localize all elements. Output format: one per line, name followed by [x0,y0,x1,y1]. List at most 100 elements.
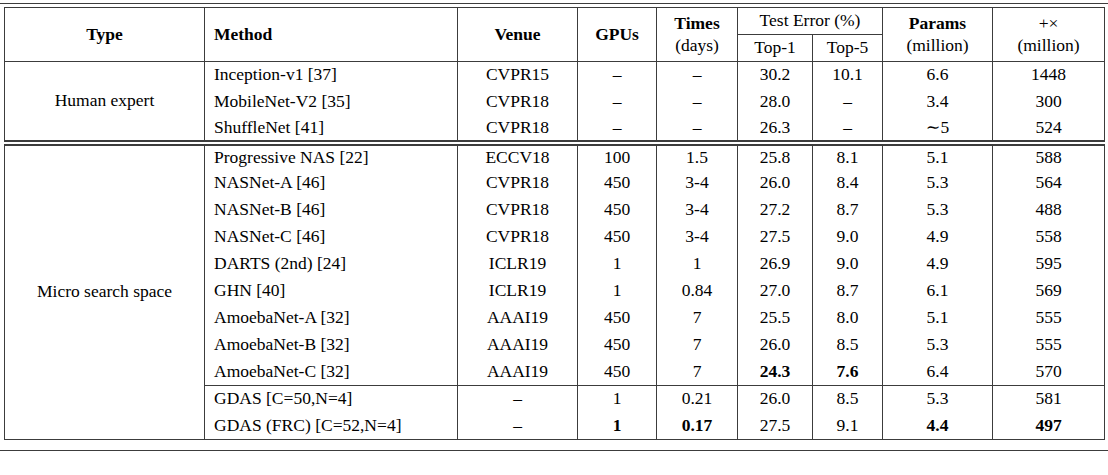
madds-cell: 1448 [993,62,1105,89]
times-cell: – [657,62,738,89]
top5-cell: 8.7 [813,278,883,305]
method-cell: Inception-v1 [37] [205,62,458,89]
params-cell: 4.4 [883,413,993,440]
top5-cell: 8.7 [813,197,883,224]
paper-table-figure: Type Method Venue GPUs Times(days) Test … [0,0,1108,475]
venue-cell: AAAI19 [458,305,578,332]
params-cell: 4.9 [883,251,993,278]
times-cell: 1.5 [657,143,738,170]
section-type-cell: Micro search space [5,143,205,440]
method-cell: NASNet-C [46] [205,224,458,251]
gpus-cell: – [578,116,657,143]
times-cell: 7 [657,332,738,359]
top1-cell: 30.2 [738,62,813,89]
times-cell: 3-4 [657,197,738,224]
times-cell: 0.17 [657,413,738,440]
times-cell: 7 [657,305,738,332]
table-row: Micro search spaceProgressive NAS [22]EC… [5,143,1105,170]
gpus-cell: 1 [578,386,657,413]
method-cell: GDAS [C=50,N=4] [205,386,458,413]
top1-cell: 25.5 [738,305,813,332]
top1-cell: 24.3 [738,359,813,386]
params-cell: 3.4 [883,89,993,116]
venue-cell: CVPR18 [458,197,578,224]
header-times-label: Times [674,13,719,33]
method-cell: GHN [40] [205,278,458,305]
madds-cell: 497 [993,413,1105,440]
times-cell: 7 [657,359,738,386]
top1-cell: 27.0 [738,278,813,305]
method-cell: Progressive NAS [22] [205,143,458,170]
header-params-unit: (million) [906,35,968,55]
top1-cell: 26.9 [738,251,813,278]
header-params-label: Params [909,13,966,33]
times-cell: 3-4 [657,224,738,251]
method-cell: NASNet-A [46] [205,170,458,197]
venue-cell: ICLR19 [458,251,578,278]
gpus-cell: 450 [578,305,657,332]
header-gpus: GPUs [578,8,657,62]
gpus-cell: 1 [578,278,657,305]
venue-cell: AAAI19 [458,332,578,359]
top1-cell: 27.2 [738,197,813,224]
venue-cell: ECCV18 [458,143,578,170]
table-body: Human expertInception-v1 [37]CVPR15––30.… [5,62,1105,440]
top1-cell: 27.5 [738,224,813,251]
params-cell: 4.9 [883,224,993,251]
gpus-cell: 1 [578,251,657,278]
top-double-rule-outer-line [0,3,1108,4]
params-cell: 5.1 [883,305,993,332]
gpus-cell: 100 [578,143,657,170]
top5-cell: 10.1 [813,62,883,89]
params-cell: 6.6 [883,62,993,89]
times-cell: – [657,89,738,116]
top1-cell: 28.0 [738,89,813,116]
times-cell: 0.84 [657,278,738,305]
params-cell: ∼5 [883,116,993,143]
gpus-cell: – [578,89,657,116]
table-row: Human expertInception-v1 [37]CVPR15––30.… [5,62,1105,89]
top1-cell: 26.3 [738,116,813,143]
params-cell: 6.4 [883,359,993,386]
gpus-cell: 450 [578,170,657,197]
header-row-1: Type Method Venue GPUs Times(days) Test … [5,8,1105,35]
gpus-cell: 450 [578,197,657,224]
top1-cell: 26.0 [738,332,813,359]
params-cell: 5.3 [883,332,993,359]
venue-cell: AAAI19 [458,359,578,386]
header-top5: Top-5 [813,35,883,62]
params-cell: 5.1 [883,143,993,170]
top5-cell: 8.5 [813,332,883,359]
table-header: Type Method Venue GPUs Times(days) Test … [5,8,1105,62]
madds-cell: 555 [993,332,1105,359]
madds-cell: 555 [993,305,1105,332]
madds-cell: 581 [993,386,1105,413]
top5-cell: – [813,116,883,143]
header-times-unit: (days) [675,35,719,55]
madds-cell: 564 [993,170,1105,197]
params-cell: 5.3 [883,170,993,197]
top5-cell: – [813,89,883,116]
method-cell: GDAS (FRC) [C=52,N=4] [205,413,458,440]
method-cell: DARTS (2nd) [24] [205,251,458,278]
top5-cell: 9.1 [813,413,883,440]
method-cell: AmoebaNet-A [32] [205,305,458,332]
times-cell: 0.21 [657,386,738,413]
params-cell: 5.3 [883,386,993,413]
params-cell: 5.3 [883,197,993,224]
header-type: Type [5,8,205,62]
header-method: Method [205,8,458,62]
madds-cell: 570 [993,359,1105,386]
bottom-double-rule-outer-line [0,450,1108,451]
header-top1: Top-1 [738,35,813,62]
method-cell: AmoebaNet-C [32] [205,359,458,386]
venue-cell: CVPR18 [458,170,578,197]
madds-cell: 300 [993,89,1105,116]
method-cell: MobileNet-V2 [35] [205,89,458,116]
gpus-cell: 450 [578,332,657,359]
method-cell: NASNet-B [46] [205,197,458,224]
header-madds-unit: (million) [1017,35,1079,55]
results-table: Type Method Venue GPUs Times(days) Test … [4,7,1105,440]
top5-cell: 9.0 [813,251,883,278]
method-cell: ShuffleNet [41] [205,116,458,143]
